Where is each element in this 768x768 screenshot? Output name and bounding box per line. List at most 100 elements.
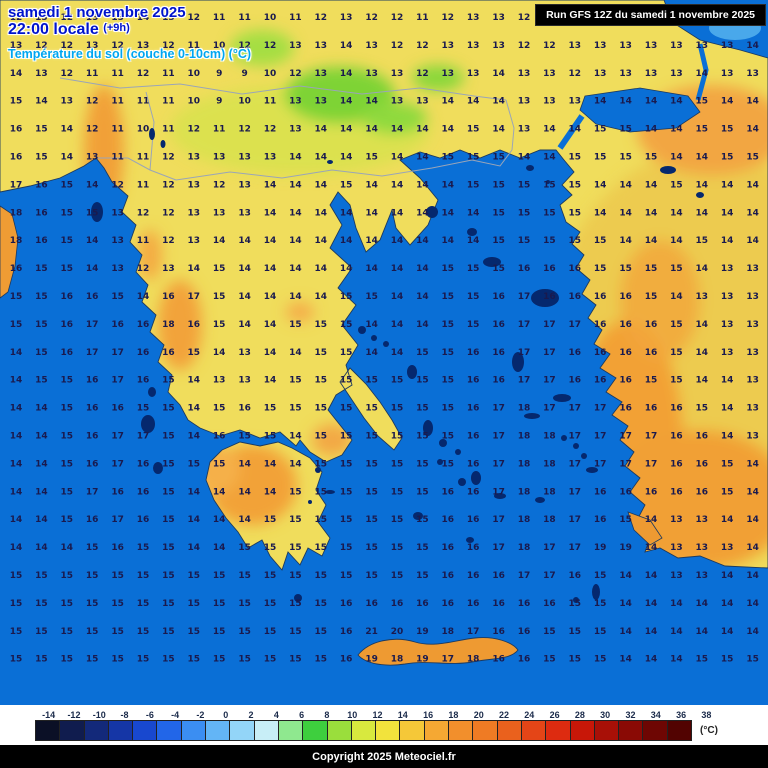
temp-value: 14 [391, 320, 404, 330]
temp-value: 15 [315, 348, 328, 358]
legend-tick: 22 [498, 710, 509, 720]
temp-value: 15 [696, 97, 709, 107]
temp-value: 10 [188, 69, 201, 79]
legend-color-cell [496, 720, 522, 741]
temp-value: 14 [746, 125, 759, 135]
temp-value: 12 [162, 180, 175, 190]
temp-value: 14 [340, 125, 353, 135]
temp-value: 14 [670, 208, 683, 218]
temp-value: 12 [162, 153, 175, 163]
temp-value: 18 [518, 459, 531, 469]
temp-value: 15 [340, 348, 353, 358]
temp-value: 21 [365, 627, 378, 637]
temp-value: 14 [289, 153, 302, 163]
temperature-grid: 12 13 12 13 13 14 13 12 11 11 10 11 12 13 12 12 11 12 13 13… [10, 13, 759, 665]
temp-value: 15 [416, 571, 429, 581]
temp-value: 15 [289, 515, 302, 525]
temp-value: 15 [289, 655, 302, 665]
temp-value: 13 [594, 69, 607, 79]
legend-tick: -4 [171, 710, 180, 720]
temp-value: 13 [289, 125, 302, 135]
weather-map[interactable]: 12 13 12 13 13 14 13 12 11 11 10 11 12 13 12 12 11 12 13 13… [0, 0, 768, 705]
temp-value: 14 [518, 153, 531, 163]
temp-value: 13 [264, 153, 277, 163]
temp-value: 16 [86, 292, 99, 302]
legend-tick: 12 [372, 710, 383, 720]
temp-value: 12 [162, 208, 175, 218]
temp-value: 17 [467, 627, 480, 637]
temp-value: 17 [569, 543, 582, 553]
temp-value: 16 [594, 376, 607, 386]
temp-value: 13 [721, 292, 734, 302]
temp-value: 11 [111, 97, 124, 107]
temp-value: 14 [238, 264, 251, 274]
temp-value: 15 [315, 320, 328, 330]
temp-value: 15 [238, 599, 251, 609]
temp-value: 13 [619, 69, 632, 79]
legend-color-cell [448, 720, 474, 741]
temp-value: 14 [391, 292, 404, 302]
temp-value: 14 [721, 571, 734, 581]
temp-value: 15 [86, 627, 99, 637]
temp-value: 16 [670, 432, 683, 442]
temp-value: 15 [492, 208, 505, 218]
temp-value: 15 [61, 376, 74, 386]
temp-value: 16 [492, 292, 505, 302]
temp-value: 13 [213, 153, 226, 163]
temp-value: 15 [238, 627, 251, 637]
temp-value: 11 [137, 97, 150, 107]
temp-value: 15 [35, 320, 48, 330]
temp-value: 15 [61, 655, 74, 665]
legend-color-cell [472, 720, 498, 741]
temp-value: 18 [543, 459, 556, 469]
temp-value: 13 [35, 69, 48, 79]
temp-value: 14 [569, 125, 582, 135]
temp-value: 15 [111, 627, 124, 637]
temp-value: 17 [492, 543, 505, 553]
temp-value: 16 [594, 292, 607, 302]
temp-value: 14 [264, 180, 277, 190]
temp-value: 15 [645, 153, 658, 163]
temp-value: 15 [289, 599, 302, 609]
temp-value: 15 [289, 320, 302, 330]
temp-value: 13 [315, 41, 328, 51]
temp-value: 14 [746, 97, 759, 107]
temp-value: 16 [543, 264, 556, 274]
temp-value: 15 [111, 571, 124, 581]
temp-value: 14 [746, 599, 759, 609]
temp-value: 14 [721, 627, 734, 637]
temp-value: 11 [137, 236, 150, 246]
temp-value: 15 [162, 404, 175, 414]
temp-value: 11 [162, 97, 175, 107]
temp-value: 16 [670, 404, 683, 414]
temp-value: 15 [365, 487, 378, 497]
temp-value: 15 [86, 571, 99, 581]
temp-value: 13 [746, 69, 759, 79]
temp-value: 14 [721, 236, 734, 246]
temp-value: 18 [518, 432, 531, 442]
temp-value: 14 [696, 180, 709, 190]
temp-value: 14 [315, 208, 328, 218]
temp-value: 11 [213, 13, 226, 23]
temp-value: 10 [238, 97, 251, 107]
temp-value: 14 [645, 655, 658, 665]
temp-value: 15 [61, 432, 74, 442]
temp-value: 9 [216, 97, 222, 107]
temp-value: 13 [543, 69, 556, 79]
temp-value: 16 [162, 292, 175, 302]
temp-value: 14 [264, 236, 277, 246]
temp-value: 16 [442, 543, 455, 553]
temp-value: 15 [35, 348, 48, 358]
run-info-badge: Run GFS 12Z du samedi 1 novembre 2025 [535, 4, 766, 26]
temp-value: 15 [289, 376, 302, 386]
temp-value: 13 [238, 208, 251, 218]
temp-value: 14 [289, 180, 302, 190]
temp-value: 14 [365, 125, 378, 135]
temp-value: 14 [213, 487, 226, 497]
temp-value: 18 [391, 655, 404, 665]
legend-color-cell [666, 720, 693, 741]
temp-value: 14 [645, 236, 658, 246]
temp-value: 14 [289, 236, 302, 246]
temp-value: 15 [61, 627, 74, 637]
temp-value: 16 [492, 320, 505, 330]
